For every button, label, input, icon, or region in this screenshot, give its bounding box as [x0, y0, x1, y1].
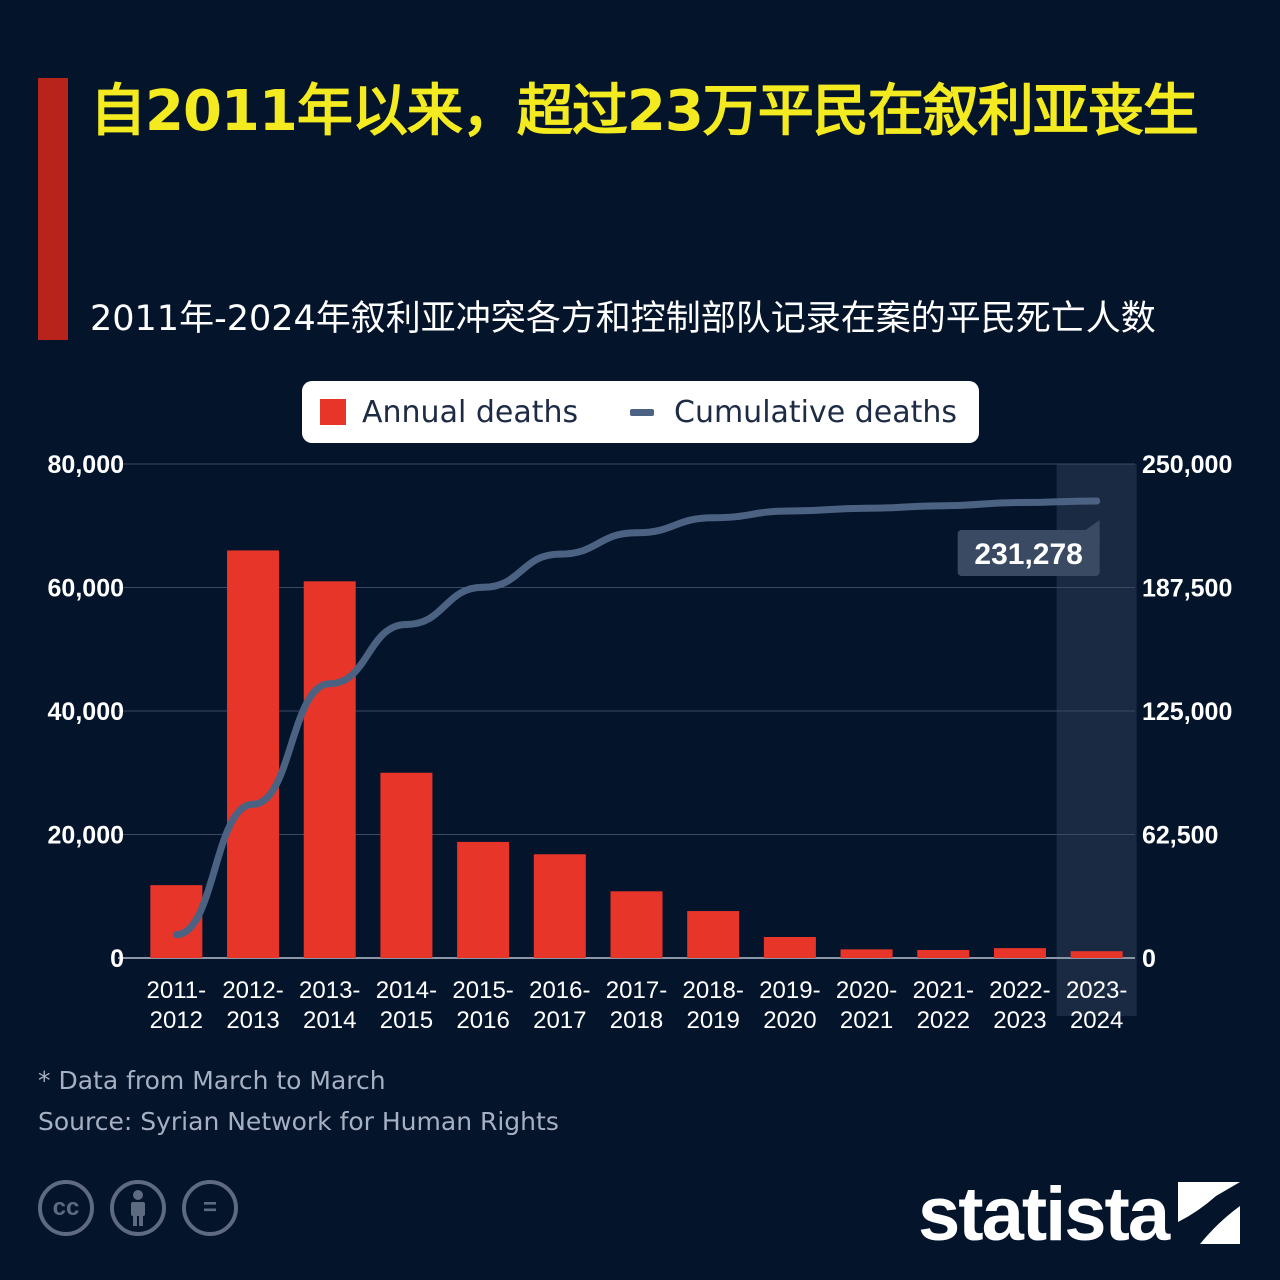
bar-annual-deaths[interactable]	[457, 841, 510, 958]
x-axis-tick-label: 2019-	[759, 977, 820, 1004]
x-axis-tick-label: 2020-	[836, 977, 897, 1004]
x-axis-tick-label: 2024	[1070, 1007, 1123, 1034]
x-axis-tick-label: 2011-	[147, 977, 207, 1004]
x-axis-tick-label: 2016-	[529, 977, 590, 1004]
x-axis-tick-label: 2014	[303, 1007, 356, 1034]
x-axis-tick-label: 2015-	[452, 977, 513, 1004]
legend-item-cumulative[interactable]: Cumulative deaths	[630, 381, 957, 443]
legend-line-swatch	[630, 408, 654, 416]
x-axis-tick-label: 2021	[840, 1007, 893, 1034]
chart-title: 自2011年以来，超过23万平民在叙利亚丧生	[90, 79, 1199, 144]
bar-annual-deaths[interactable]	[303, 581, 356, 958]
x-axis-tick-label: 2018-	[682, 977, 743, 1004]
point-cumulative-deaths[interactable]	[402, 620, 410, 628]
x-axis-tick-label: 2012-	[222, 977, 283, 1004]
footnote-data-range: * Data from March to March	[38, 1066, 386, 1095]
right-axis-tick-label: 62,500	[1142, 822, 1218, 850]
point-cumulative-deaths[interactable]	[939, 502, 947, 510]
point-cumulative-deaths[interactable]	[326, 680, 334, 688]
right-axis-tick-label: 250,000	[1142, 451, 1232, 479]
bar-annual-deaths[interactable]	[380, 772, 433, 958]
point-cumulative-deaths[interactable]	[1016, 499, 1024, 507]
bar-annual-deaths[interactable]	[840, 949, 893, 958]
line-cumulative-deaths[interactable]	[172, 497, 1101, 939]
point-cumulative-deaths[interactable]	[709, 514, 717, 522]
point-cumulative-deaths[interactable]	[249, 800, 257, 808]
x-axis-tick-label: 2020	[763, 1007, 816, 1034]
left-axis-tick-label: 60,000	[48, 575, 124, 603]
left-axis-tick-label: 80,000	[48, 451, 124, 479]
x-axis-tick-label: 2023	[993, 1007, 1046, 1034]
left-axis-tick-label: 40,000	[48, 698, 124, 726]
legend-item-annual[interactable]: Annual deaths	[320, 381, 578, 443]
chart-subtitle: 2011年-2024年叙利亚冲突各方和控制部队记录在案的平民死亡人数	[90, 299, 1156, 339]
x-axis-tick-label: 2014-	[376, 977, 437, 1004]
left-axis-tick-label: 0	[110, 945, 124, 973]
legend: Annual deaths Cumulative deaths	[302, 381, 979, 443]
footnote-source[interactable]: Source: Syrian Network for Human Rights	[38, 1107, 559, 1136]
legend-label-cumulative: Cumulative deaths	[674, 394, 958, 430]
bar-annual-deaths[interactable]	[917, 949, 970, 958]
bar-annual-deaths[interactable]	[610, 891, 663, 958]
bar-annual-deaths[interactable]	[1070, 951, 1123, 958]
x-axis-tick-label: 2022-	[989, 977, 1050, 1004]
right-axis-tick-label: 0	[1142, 945, 1156, 973]
attribution-icon[interactable]	[110, 1180, 166, 1236]
statista-logo[interactable]: statista	[918, 1172, 1170, 1257]
point-cumulative-deaths[interactable]	[863, 504, 871, 512]
license-icons: cc =	[38, 1180, 238, 1236]
right-axis-tick-label: 125,000	[1142, 698, 1232, 726]
point-cumulative-deaths[interactable]	[556, 550, 564, 558]
x-axis-tick-label: 2018	[610, 1007, 663, 1034]
creative-commons-icon[interactable]: cc	[38, 1180, 94, 1236]
point-cumulative-deaths[interactable]	[786, 507, 794, 515]
point-cumulative-deaths[interactable]	[172, 931, 180, 939]
legend-label-annual: Annual deaths	[362, 394, 579, 430]
bar-annual-deaths[interactable]	[763, 937, 816, 958]
bar-annual-deaths[interactable]	[227, 550, 280, 958]
accent-bar	[38, 78, 68, 340]
point-cumulative-deaths[interactable]	[479, 583, 487, 591]
callout-box	[957, 529, 1100, 576]
statista-mark-icon	[1178, 1182, 1240, 1244]
x-axis-tick-label: 2021-	[913, 977, 974, 1004]
callout-pointer	[1085, 519, 1100, 542]
bar-annual-deaths[interactable]	[533, 854, 586, 958]
bar-annual-deaths[interactable]	[687, 911, 740, 958]
x-axis-tick-label: 2015	[380, 1007, 433, 1034]
bar-annual-deaths[interactable]	[993, 948, 1046, 958]
x-axis-tick-label: 2013-	[299, 977, 360, 1004]
left-axis-tick-label: 20,000	[48, 822, 124, 850]
x-axis-tick-label: 2022	[917, 1007, 970, 1034]
point-cumulative-deaths[interactable]	[633, 529, 640, 537]
x-axis-tick-label: 2013	[226, 1007, 279, 1034]
callout-value-label: 231,278	[974, 538, 1082, 571]
legend-bar-swatch	[320, 399, 346, 425]
x-axis-tick-label: 2016	[456, 1007, 509, 1034]
x-axis-tick-label: 2012	[150, 1007, 203, 1034]
x-axis-tick-label: 2017	[533, 1007, 586, 1034]
x-axis-tick-label: 2023-	[1066, 977, 1127, 1004]
no-derivatives-icon[interactable]: =	[182, 1180, 238, 1236]
right-axis-tick-label: 187,500	[1142, 575, 1232, 603]
x-axis-tick-label: 2019	[686, 1007, 739, 1034]
x-axis-tick-label: 2017-	[606, 977, 667, 1004]
point-cumulative-deaths[interactable]	[1093, 497, 1101, 505]
